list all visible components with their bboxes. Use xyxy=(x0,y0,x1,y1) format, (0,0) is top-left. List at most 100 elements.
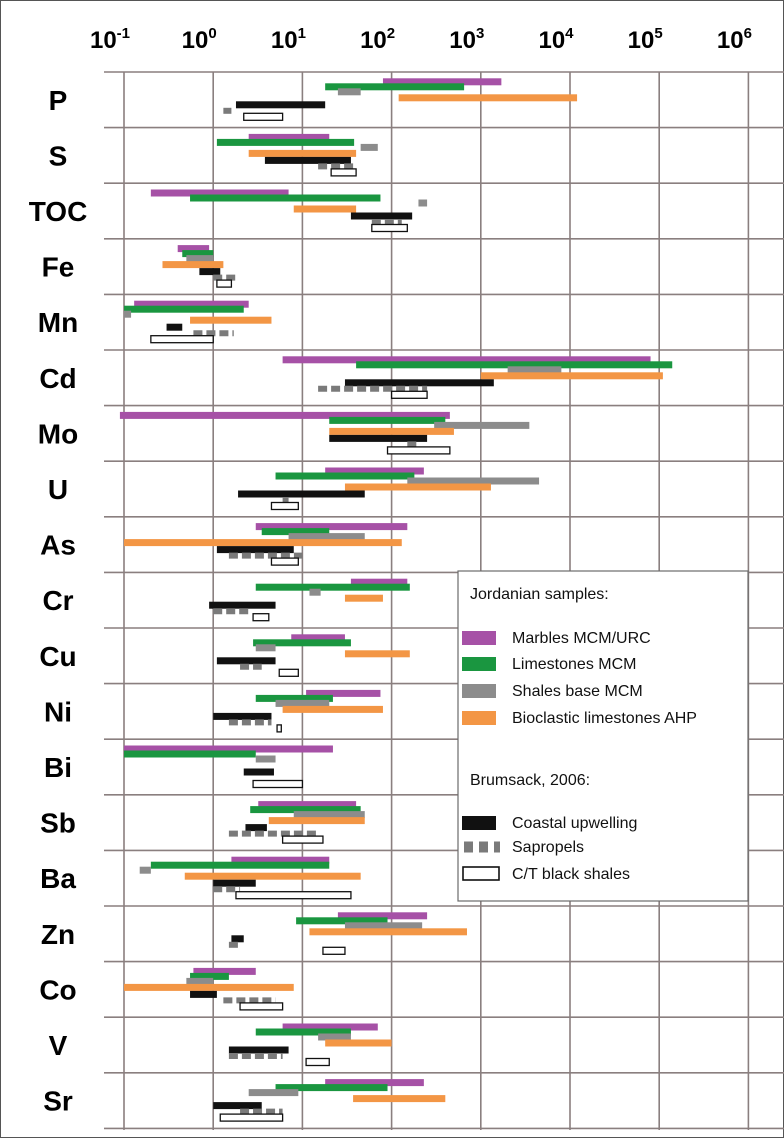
element-label-cd: Cd xyxy=(39,363,76,394)
bar-bi-shales-base-mcm xyxy=(255,755,276,763)
element-label-ba: Ba xyxy=(40,863,76,894)
bar-sb-shales-base-mcm xyxy=(293,811,365,819)
bar-mn-c-t-black-shales xyxy=(150,335,214,344)
bar-mo-c-t-black-shales xyxy=(386,446,451,455)
bar-cu-shales-base-mcm xyxy=(255,644,276,652)
bar-cu-limestones-mcm xyxy=(253,639,351,647)
bar-s-marbles-mcm-urc xyxy=(248,133,330,141)
element-label-s: S xyxy=(49,140,68,171)
legend-swatch-limestones-mcm xyxy=(462,657,496,671)
element-label-sb: Sb xyxy=(40,808,76,839)
bar-ba-shales-base-mcm xyxy=(139,866,151,874)
bar-co-bioclastic-limestones-ahp xyxy=(124,983,294,991)
bar-mo-marbles-mcm-urc xyxy=(119,411,450,419)
bar-mo-coastal-upwelling xyxy=(329,434,428,442)
bar-co-c-t-black-shales xyxy=(239,1002,284,1011)
bar-ba-bioclastic-limestones-ahp xyxy=(184,872,361,880)
bar-v-coastal-upwelling xyxy=(228,1046,289,1054)
bar-u-limestones-mcm xyxy=(275,472,415,480)
bar-mn-limestones-mcm xyxy=(124,305,244,313)
bar-mn-coastal-upwelling xyxy=(166,323,183,331)
bar-toc-coastal-upwelling xyxy=(350,212,413,220)
bar-u-marbles-mcm-urc xyxy=(325,467,424,475)
bar-fe-coastal-upwelling xyxy=(199,268,221,276)
element-label-mo: Mo xyxy=(38,418,78,449)
bar-co-limestones-mcm xyxy=(190,972,229,980)
element-label-zn: Zn xyxy=(41,919,75,950)
x-tick-label: 105 xyxy=(628,25,663,54)
bar-zn-marbles-mcm-urc xyxy=(337,912,428,920)
legend-label: Shales base MCM xyxy=(512,683,643,700)
bar-sr-c-t-black-shales xyxy=(219,1113,284,1122)
bar-cu-coastal-upwelling xyxy=(216,657,276,665)
bar-s-limestones-mcm xyxy=(216,138,355,146)
bar-as-shales-base-mcm xyxy=(288,533,365,541)
x-tick-label: 102 xyxy=(360,25,395,54)
legend-label: C/T black shales xyxy=(512,866,630,883)
bar-toc-shales-base-mcm xyxy=(418,199,428,207)
bar-cr-marbles-mcm-urc xyxy=(350,578,408,586)
bar-cu-c-t-black-shales xyxy=(278,668,299,677)
legend-swatch-shales-base-mcm xyxy=(462,684,496,698)
legend-group1-title: Jordanian samples: xyxy=(470,586,609,603)
legend-box xyxy=(457,570,749,902)
bar-u-shales-base-mcm xyxy=(407,477,540,485)
bar-ni-limestones-mcm xyxy=(255,694,333,702)
bar-mo-shales-base-mcm xyxy=(434,421,530,429)
bar-ni-shales-base-mcm xyxy=(275,699,330,707)
bar-mo-limestones-mcm xyxy=(329,416,446,424)
x-axis-tick-labels: 10-1 100 101 102 103 104 105 106 xyxy=(90,25,752,54)
bar-cd-marbles-mcm-urc xyxy=(282,356,651,364)
bar-mn-shales-base-mcm xyxy=(124,310,132,318)
legend-label: Bioclastic limestones AHP xyxy=(512,710,697,727)
bar-p-marbles-mcm-urc xyxy=(382,78,502,86)
element-label-co: Co xyxy=(39,974,76,1005)
bar-zn-c-t-black-shales xyxy=(322,946,346,955)
x-tick-label: 106 xyxy=(717,25,752,54)
bar-mn-marbles-mcm-urc xyxy=(134,300,249,308)
bar-zn-limestones-mcm xyxy=(296,917,388,925)
bar-bi-c-t-black-shales xyxy=(252,779,304,789)
bar-cd-bioclastic-limestones-ahp xyxy=(480,372,663,380)
bar-cu-marbles-mcm-urc xyxy=(291,634,345,642)
legend-label: Marbles MCM/URC xyxy=(512,630,651,647)
bar-v-shales-base-mcm xyxy=(318,1033,351,1041)
bar-as-c-t-black-shales xyxy=(270,557,299,566)
bar-toc-marbles-mcm-urc xyxy=(150,189,289,197)
legend-swatch-coastal-upwelling xyxy=(462,816,496,830)
element-label-u: U xyxy=(48,474,68,505)
bar-as-bioclastic-limestones-ahp xyxy=(124,539,402,547)
bar-v-c-t-black-shales xyxy=(305,1057,330,1067)
bar-cu-bioclastic-limestones-ahp xyxy=(344,650,410,658)
x-tick-label: 101 xyxy=(271,25,306,54)
legend-label: Sapropels xyxy=(512,839,584,856)
bar-v-bioclastic-limestones-ahp xyxy=(325,1039,392,1047)
bar-as-marbles-mcm-urc xyxy=(255,523,408,531)
bar-zn-shales-base-mcm xyxy=(344,922,423,930)
bar-u-c-t-black-shales xyxy=(270,501,299,511)
legend-swatch-bioclastic-limestones-ahp xyxy=(462,711,496,725)
bar-p-shales-base-mcm xyxy=(337,88,361,96)
element-label-toc: TOC xyxy=(29,196,88,227)
bar-ni-bioclastic-limestones-ahp xyxy=(282,705,383,713)
bar-cd-shales-base-mcm xyxy=(507,366,562,374)
bar-sb-marbles-mcm-urc xyxy=(258,801,357,809)
bar-sr-coastal-upwelling xyxy=(213,1102,262,1110)
grid xyxy=(104,71,784,1130)
bar-p-coastal-upwelling xyxy=(235,101,326,109)
bar-fe-limestones-mcm xyxy=(182,250,214,258)
legend-label: Coastal upwelling xyxy=(512,815,637,832)
bar-p-bioclastic-limestones-ahp xyxy=(398,94,578,102)
bar-toc-limestones-mcm xyxy=(190,194,381,202)
legend-label: Limestones MCM xyxy=(512,656,636,673)
legend-group2-title: Brumsack, 2006: xyxy=(470,772,590,789)
bar-sb-c-t-black-shales xyxy=(281,835,324,844)
bar-mo-bioclastic-limestones-ahp xyxy=(329,427,454,435)
bar-p-limestones-mcm xyxy=(325,83,465,91)
bar-ni-coastal-upwelling xyxy=(213,712,272,720)
bar-cd-c-t-black-shales xyxy=(390,390,428,399)
bar-fe-bioclastic-limestones-ahp xyxy=(162,261,224,269)
bar-bi-limestones-mcm xyxy=(124,750,256,758)
bar-cd-coastal-upwelling xyxy=(344,379,494,387)
